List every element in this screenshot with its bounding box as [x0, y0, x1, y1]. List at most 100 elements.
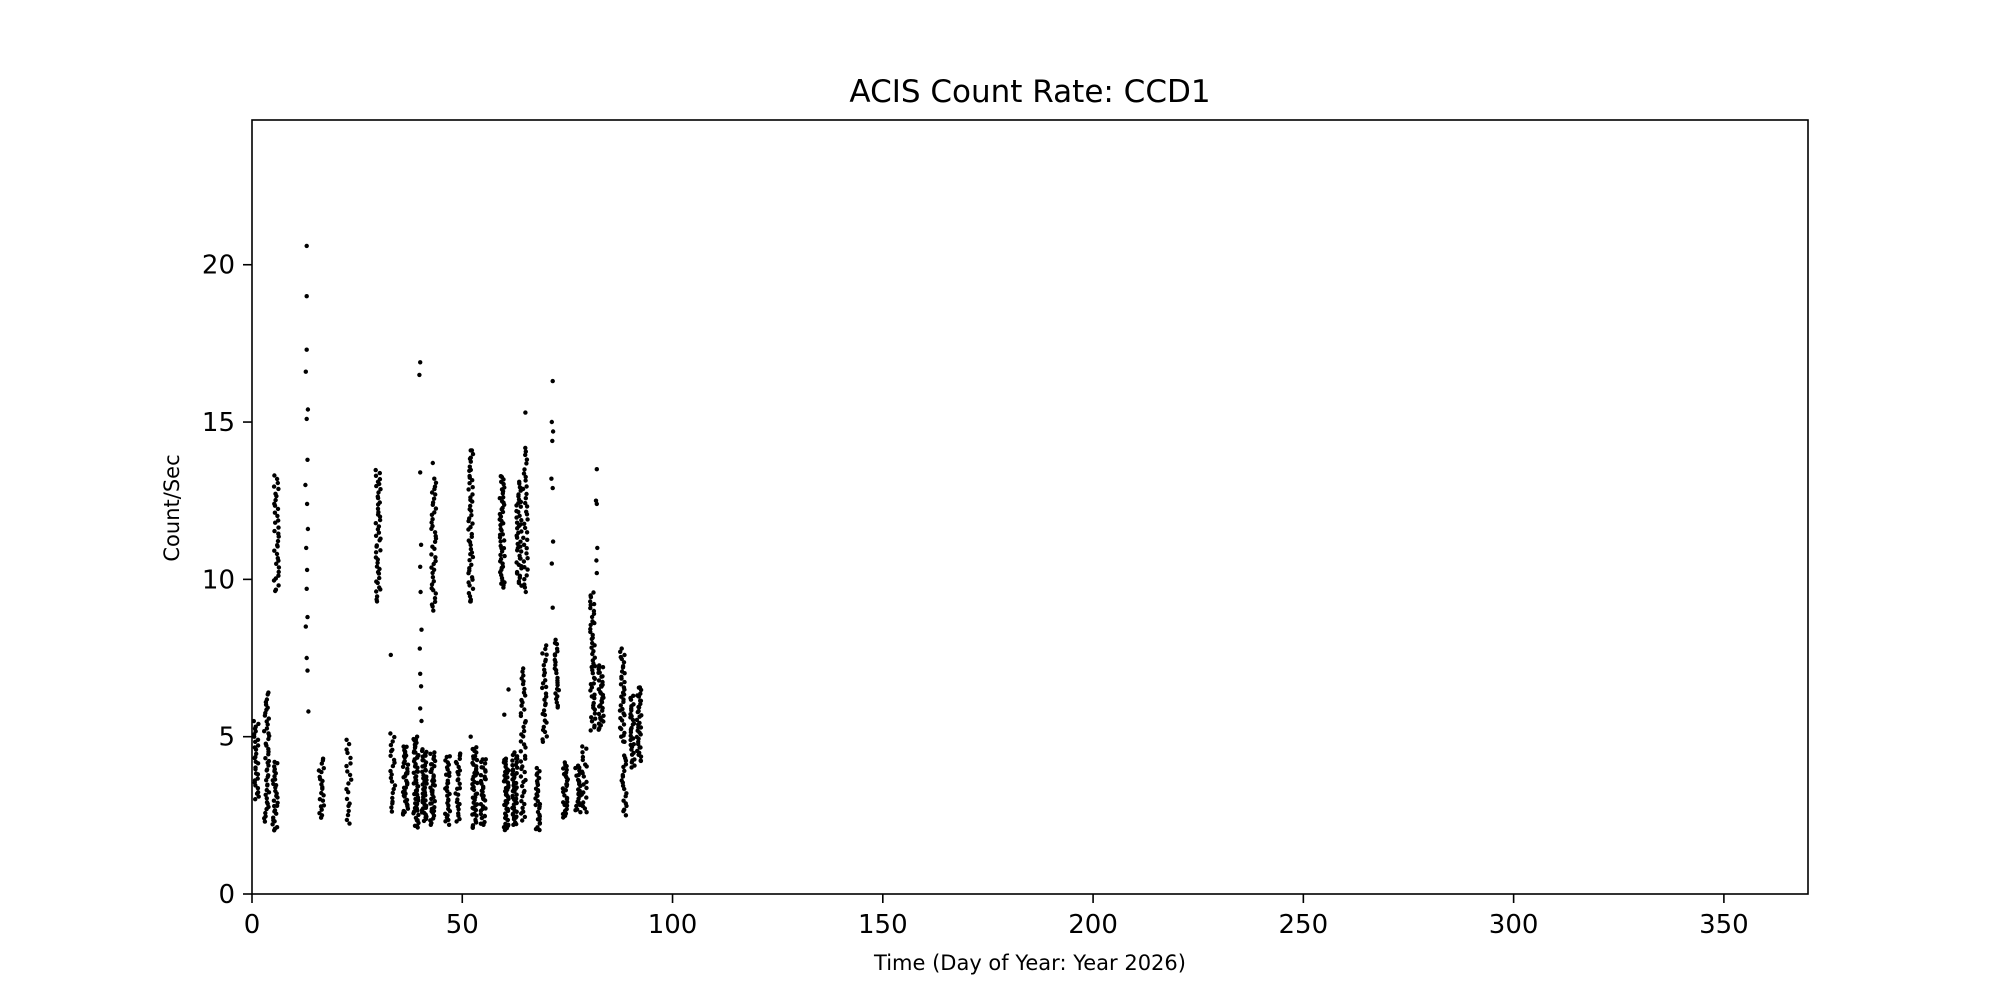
data-point	[344, 747, 349, 752]
data-point	[523, 478, 528, 483]
data-point	[518, 522, 523, 527]
data-point	[521, 809, 526, 814]
data-point	[510, 767, 516, 772]
data-point	[467, 481, 472, 486]
data-point	[276, 583, 281, 588]
data-point	[470, 760, 475, 766]
data-point	[470, 521, 475, 526]
data-point	[622, 768, 627, 774]
data-point	[400, 764, 406, 769]
data-point	[414, 769, 419, 774]
data-point	[319, 790, 324, 796]
data-point	[432, 510, 437, 515]
data-point	[273, 576, 278, 581]
data-point	[389, 779, 395, 784]
data-point	[591, 675, 597, 681]
data-point	[418, 589, 423, 595]
data-point	[588, 626, 593, 632]
data-point	[272, 473, 277, 478]
data-point	[525, 567, 530, 572]
data-point	[635, 728, 640, 733]
data-point	[522, 577, 527, 582]
data-point	[446, 806, 451, 812]
data-point	[272, 510, 278, 515]
data-point	[579, 769, 585, 774]
data-point	[520, 486, 526, 492]
data-point	[430, 517, 435, 522]
data-point	[497, 496, 502, 501]
data-point	[555, 675, 560, 681]
data-point	[303, 624, 308, 629]
data-point	[457, 786, 462, 791]
data-point	[575, 777, 581, 783]
data-point	[388, 775, 394, 781]
data-point	[304, 586, 309, 591]
data-point	[304, 545, 309, 551]
data-point	[524, 546, 529, 551]
data-point	[594, 570, 599, 576]
data-point	[594, 558, 599, 563]
data-point	[600, 679, 605, 685]
data-point	[502, 712, 507, 717]
data-point	[504, 806, 509, 812]
data-point	[521, 559, 527, 564]
data-point	[374, 579, 379, 584]
data-point	[517, 553, 522, 558]
data-point	[316, 768, 322, 773]
data-point	[597, 670, 602, 675]
data-point	[501, 825, 507, 830]
data-point	[347, 801, 352, 806]
data-point	[510, 772, 515, 777]
data-point	[253, 771, 259, 776]
data-point	[411, 736, 416, 742]
data-point	[404, 797, 410, 803]
data-point	[522, 521, 527, 526]
data-point	[376, 530, 382, 535]
data-point	[467, 473, 472, 479]
data-point	[271, 798, 277, 803]
data-point	[589, 719, 595, 724]
data-point	[468, 455, 473, 460]
data-point	[254, 751, 259, 756]
data-point	[346, 781, 351, 786]
data-point	[424, 749, 429, 755]
data-point	[263, 814, 268, 819]
data-point	[275, 506, 281, 512]
data-point	[550, 485, 555, 491]
data-point	[374, 594, 380, 599]
data-point	[377, 477, 383, 482]
data-point	[467, 558, 472, 563]
data-point	[373, 473, 379, 478]
data-point	[581, 774, 586, 779]
data-point	[474, 757, 480, 763]
data-point	[519, 799, 524, 804]
data-point	[561, 800, 566, 805]
data-point	[429, 586, 434, 591]
data-point	[274, 561, 279, 566]
data-point	[265, 782, 270, 787]
data-point	[632, 763, 637, 768]
data-point	[621, 798, 626, 803]
data-point	[414, 774, 419, 779]
data-point	[419, 718, 424, 724]
data-point	[374, 543, 379, 548]
data-point	[541, 663, 546, 668]
data-point	[470, 451, 476, 457]
data-point	[304, 416, 309, 422]
data-point	[274, 825, 280, 830]
data-point	[375, 494, 380, 499]
data-point	[255, 737, 261, 742]
data-point	[468, 503, 473, 509]
data-point	[618, 654, 623, 660]
data-point	[522, 769, 527, 775]
data-point	[619, 674, 624, 679]
x-tick-label: 50	[446, 910, 479, 940]
data-point	[522, 814, 528, 820]
data-point	[550, 378, 555, 384]
data-point	[498, 543, 503, 549]
x-tick-label: 0	[244, 910, 261, 940]
data-point	[263, 810, 268, 816]
data-point	[550, 539, 556, 544]
data-point	[601, 713, 606, 718]
data-point	[584, 795, 589, 800]
